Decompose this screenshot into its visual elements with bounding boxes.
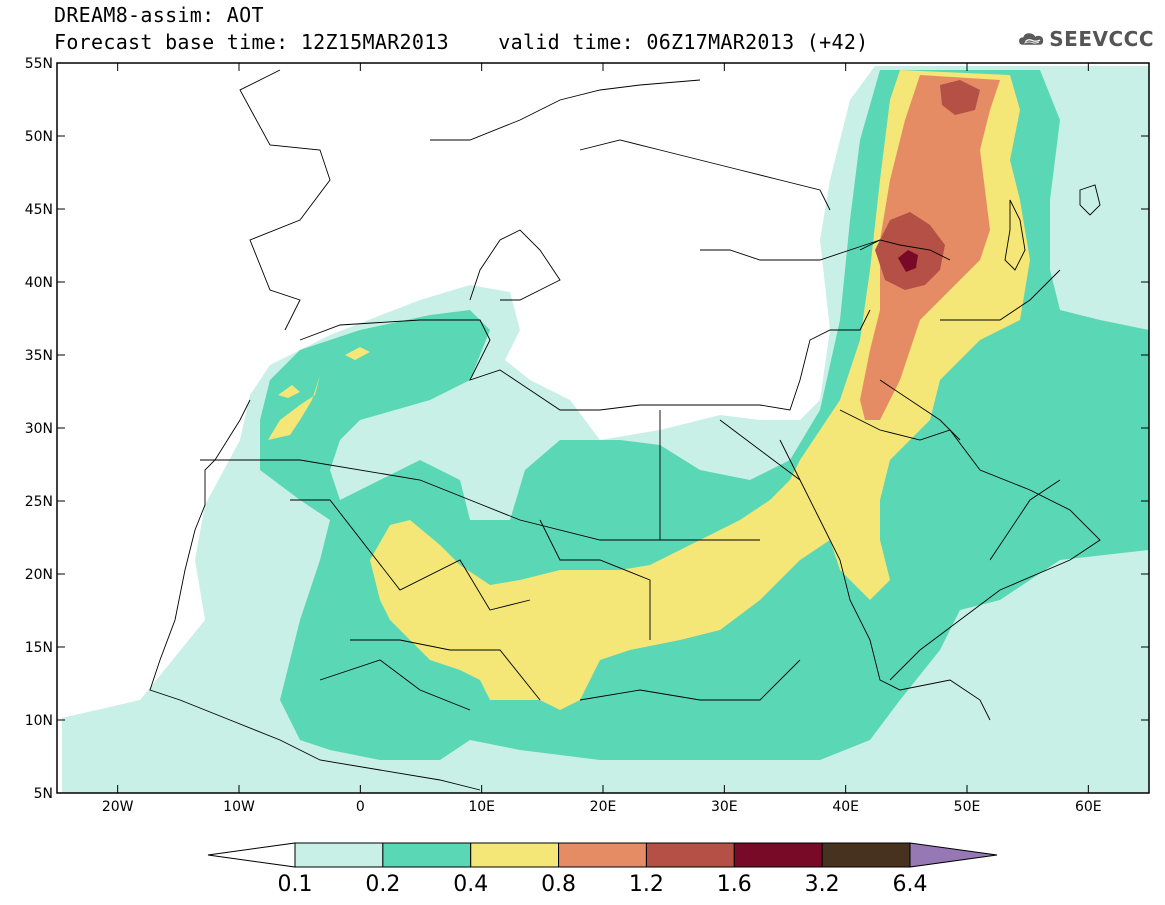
colorbar-box <box>470 842 560 868</box>
colorbar-box <box>821 842 911 868</box>
y-tick-label: 45N <box>25 202 53 218</box>
colorbar-label: 0.2 <box>365 872 400 897</box>
coastlines <box>149 69 1101 791</box>
x-tick-label: 60E <box>1075 799 1102 815</box>
forecast-time-line: Forecast base time: 12Z15MAR2013 valid t… <box>54 30 869 54</box>
y-tick-label: 25N <box>25 494 53 510</box>
logo-text: SEEVCCC <box>1049 27 1154 51</box>
colorbar-box <box>558 842 647 868</box>
colorbar-high-triangle <box>909 842 998 868</box>
colorbar-low-triangle <box>207 842 296 868</box>
aot-region-1.6 <box>898 250 918 272</box>
x-tick-label: 50E <box>954 799 981 815</box>
colorbar-label: 1.6 <box>717 872 752 897</box>
colorbar-label: 1.2 <box>629 872 664 897</box>
x-axis: 20W 10W 0 10E 20E 30E 40E 50E 60E <box>102 63 1102 815</box>
x-tick-label: 0 <box>356 799 365 815</box>
colorbar-box <box>382 842 472 868</box>
colorbar-label: 6.4 <box>893 872 928 897</box>
y-tick-label: 5N <box>34 786 53 802</box>
aot-region-0.4-morocco <box>268 375 320 440</box>
x-tick-label: 10E <box>468 799 495 815</box>
aot-region-0.4 <box>370 70 1030 710</box>
colorbar-label: 0.1 <box>278 872 313 897</box>
y-tick-label: 10N <box>25 713 53 729</box>
x-tick-label: 20W <box>102 799 134 815</box>
seevccc-logo: SEEVCCC <box>1018 22 1154 56</box>
x-tick-label: 30E <box>711 799 738 815</box>
aot-colorbar: 0.1 0.2 0.4 0.8 1.2 1.6 3.2 6.4 <box>207 842 998 897</box>
colorbar-box <box>294 842 384 868</box>
map-title: DREAM8-assim: AOT <box>54 3 264 27</box>
y-tick-label: 40N <box>25 275 53 291</box>
y-tick-label: 35N <box>25 348 53 364</box>
colorbar-label: 0.8 <box>541 872 576 897</box>
aot-region-0.4-morocco2 <box>278 385 300 398</box>
cloud-icon <box>1019 33 1044 45</box>
y-tick-label: 50N <box>25 129 53 145</box>
x-tick-label: 20E <box>590 799 617 815</box>
y-tick-label: 30N <box>25 421 53 437</box>
y-tick-label: 15N <box>25 640 53 656</box>
aot-region-0.4-algeria <box>345 347 370 360</box>
y-tick-label: 55N <box>25 56 53 72</box>
x-tick-label: 40E <box>832 799 859 815</box>
aot-contours <box>62 66 1149 793</box>
y-tick-label: 20N <box>25 567 53 583</box>
colorbar-label: 3.2 <box>805 872 840 897</box>
colorbar-label: 0.4 <box>453 872 488 897</box>
x-tick-label: 10W <box>223 799 255 815</box>
colorbar-box <box>733 842 823 868</box>
y-axis: 55N 50N 45N 40N 35N 30N 25N 20N 15N 10N 5N <box>25 56 1149 802</box>
aot-region-1.2-north <box>940 80 980 115</box>
colorbar-box <box>645 842 735 868</box>
